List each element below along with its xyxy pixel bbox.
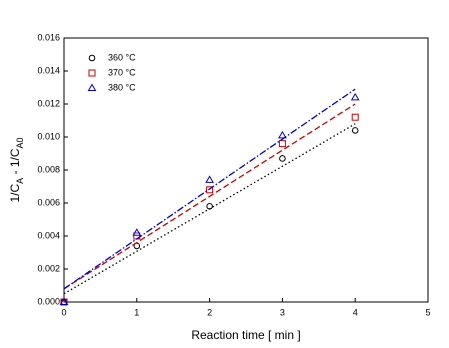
x-tick-label: 4 bbox=[353, 307, 358, 317]
marker bbox=[350, 92, 360, 101]
marker bbox=[88, 69, 96, 77]
fit-line bbox=[63, 88, 356, 290]
x-axis-label: Reaction time [ min ] bbox=[191, 328, 300, 342]
marker bbox=[206, 186, 214, 194]
y-tick-label: 0.006 bbox=[37, 197, 60, 207]
marker bbox=[278, 130, 287, 139]
y-tick-label: 0.002 bbox=[37, 263, 60, 273]
y-tick-label: 0.000 bbox=[37, 296, 60, 306]
x-tick-label: 0 bbox=[61, 307, 66, 317]
marker bbox=[59, 297, 69, 305]
plot-frame bbox=[63, 37, 429, 303]
x-tick-label: 1 bbox=[134, 307, 139, 317]
marker bbox=[279, 155, 286, 162]
y-tick-label: 0.008 bbox=[37, 164, 60, 174]
x-tick-label: 3 bbox=[280, 307, 285, 317]
y-axis-label-part: A bbox=[15, 178, 25, 184]
legend-label: 360 °C bbox=[108, 52, 136, 62]
marker bbox=[206, 203, 213, 210]
y-axis-label: 1/CA - 1/CA0 bbox=[8, 137, 25, 202]
x-tick-label: 5 bbox=[425, 307, 430, 317]
y-tick-label: 0.014 bbox=[37, 65, 60, 75]
marker bbox=[351, 113, 359, 121]
legend-label: 380 °C bbox=[108, 82, 136, 92]
marker bbox=[205, 175, 214, 183]
y-axis-label-part: 1/C bbox=[8, 184, 22, 203]
y-tick-label: 0.012 bbox=[37, 98, 60, 108]
marker bbox=[87, 83, 97, 91]
marker bbox=[351, 127, 359, 134]
marker bbox=[88, 54, 96, 62]
y-tick-label: 0.004 bbox=[37, 230, 60, 240]
y-tick-label: 0.016 bbox=[37, 32, 60, 42]
fit-line bbox=[63, 103, 356, 290]
marker bbox=[278, 140, 286, 148]
x-tick-label: 2 bbox=[207, 307, 212, 317]
y-tick-label: 0.010 bbox=[37, 131, 60, 141]
marker bbox=[132, 228, 142, 236]
y-axis-label-part: - 1/C bbox=[8, 148, 22, 178]
legend-label: 370 °C bbox=[108, 67, 136, 77]
y-axis-label-part: A0 bbox=[15, 137, 25, 148]
